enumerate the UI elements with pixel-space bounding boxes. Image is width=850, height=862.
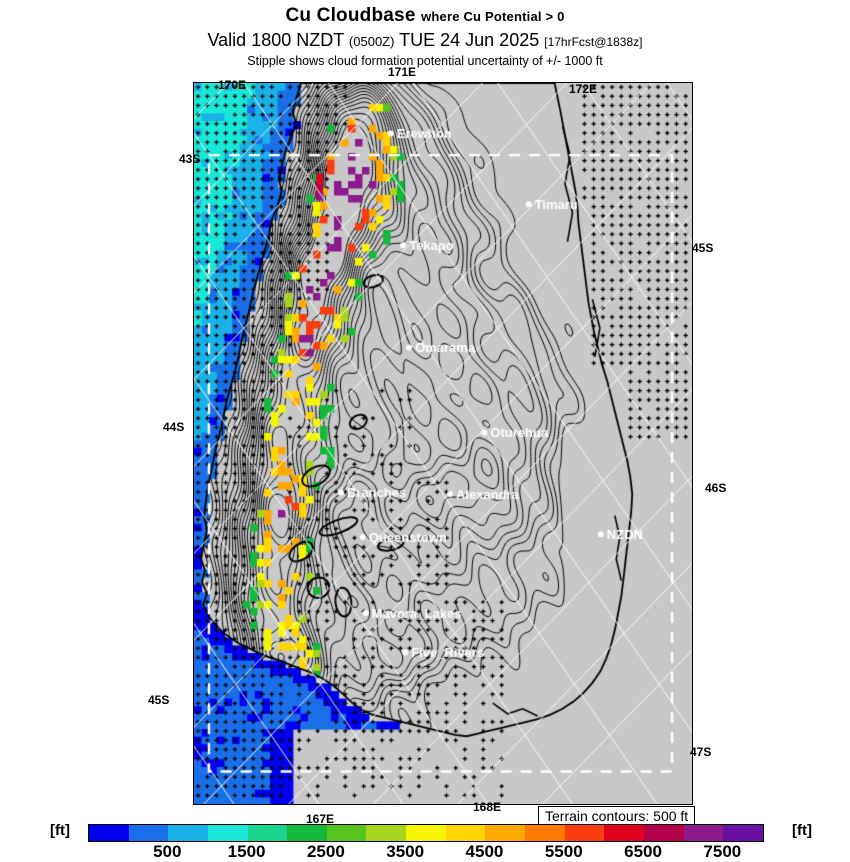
lat-label-43s: 43S (179, 152, 201, 166)
colorbar-swatch-12 (564, 825, 605, 841)
colorbar-tick-6500: 6500 (624, 842, 662, 861)
lon-label-168e: 168E (473, 800, 502, 814)
lat-label-45s: 45S (692, 241, 714, 255)
colorbar-swatches (88, 824, 764, 842)
lon-label-172e: 172E (569, 82, 598, 96)
colorbar-swatch-5 (287, 825, 327, 841)
lat-label-45s: 45S (148, 693, 170, 707)
colorbar-swatch-10 (485, 825, 526, 841)
colorbar-swatch-0 (89, 825, 129, 841)
valid-prefix: Valid 1800 NZDT (207, 30, 344, 50)
lat-label-44s: 44S (163, 420, 185, 434)
colorbar-tick-500: 500 (153, 842, 182, 861)
colorbar-swatch-13 (604, 825, 644, 841)
lat-label-46s: 46S (705, 481, 727, 495)
forecast-map[interactable] (193, 82, 693, 805)
lon-label-170e: 170E (218, 78, 247, 92)
colorbar-tick-4500: 4500 (465, 842, 504, 861)
forecast-tag: [17hrFcst@1838z] (544, 35, 643, 49)
colorbar-swatch-11 (525, 825, 565, 841)
lon-label-171e: 171E (388, 65, 417, 79)
terrain-contour-legend: Terrain contours: 500 ft (538, 806, 696, 827)
colorbar-swatch-7 (366, 825, 407, 841)
title-block: Cu Cloudbase where Cu Potential > 0 Vali… (0, 0, 850, 69)
valid-z: (0500Z) (348, 34, 395, 49)
colorbar-swatch-2 (168, 825, 208, 841)
lat-label-47s: 47S (690, 745, 712, 759)
valid-date: TUE 24 Jun 2025 (399, 30, 540, 50)
stipple-note: Stipple shows cloud formation potential … (247, 54, 603, 68)
colorbar-swatch-15 (683, 825, 724, 841)
colorbar-swatch-9 (445, 825, 486, 841)
page-title: Cu Cloudbase where Cu Potential > 0 (0, 0, 850, 28)
colorbar-tick-2500: 2500 (306, 842, 345, 861)
colorbar: [ft] [ft] 500 1500 2500 3500 4500 5500 6500 750… (0, 820, 850, 861)
colorbar-swatch-14 (643, 825, 684, 841)
colorbar-tick-3500: 3500 (386, 842, 425, 861)
colorbar-swatch-4 (247, 825, 288, 841)
colorbar-tick-5500: 5500 (544, 842, 583, 861)
colorbar-swatch-3 (207, 825, 248, 841)
colorbar-tick-7500: 7500 (703, 842, 742, 861)
title-condition: where Cu Potential > 0 (421, 9, 565, 24)
colorbar-unit-left: [ft] (50, 822, 70, 839)
lon-label-167e: 167E (306, 812, 335, 826)
colorbar-tick-1500: 1500 (227, 842, 266, 861)
colorbar-swatch-6 (326, 825, 367, 841)
colorbar-swatch-16 (723, 825, 763, 841)
colorbar-swatch-1 (128, 825, 169, 841)
colorbar-unit-right: [ft] (792, 822, 812, 839)
colorbar-swatch-8 (406, 825, 446, 841)
map-raster (194, 83, 692, 804)
title-main: Cu Cloudbase (285, 5, 416, 26)
valid-time-line: Valid 1800 NZDT (0500Z) TUE 24 Jun 2025 … (0, 29, 850, 53)
